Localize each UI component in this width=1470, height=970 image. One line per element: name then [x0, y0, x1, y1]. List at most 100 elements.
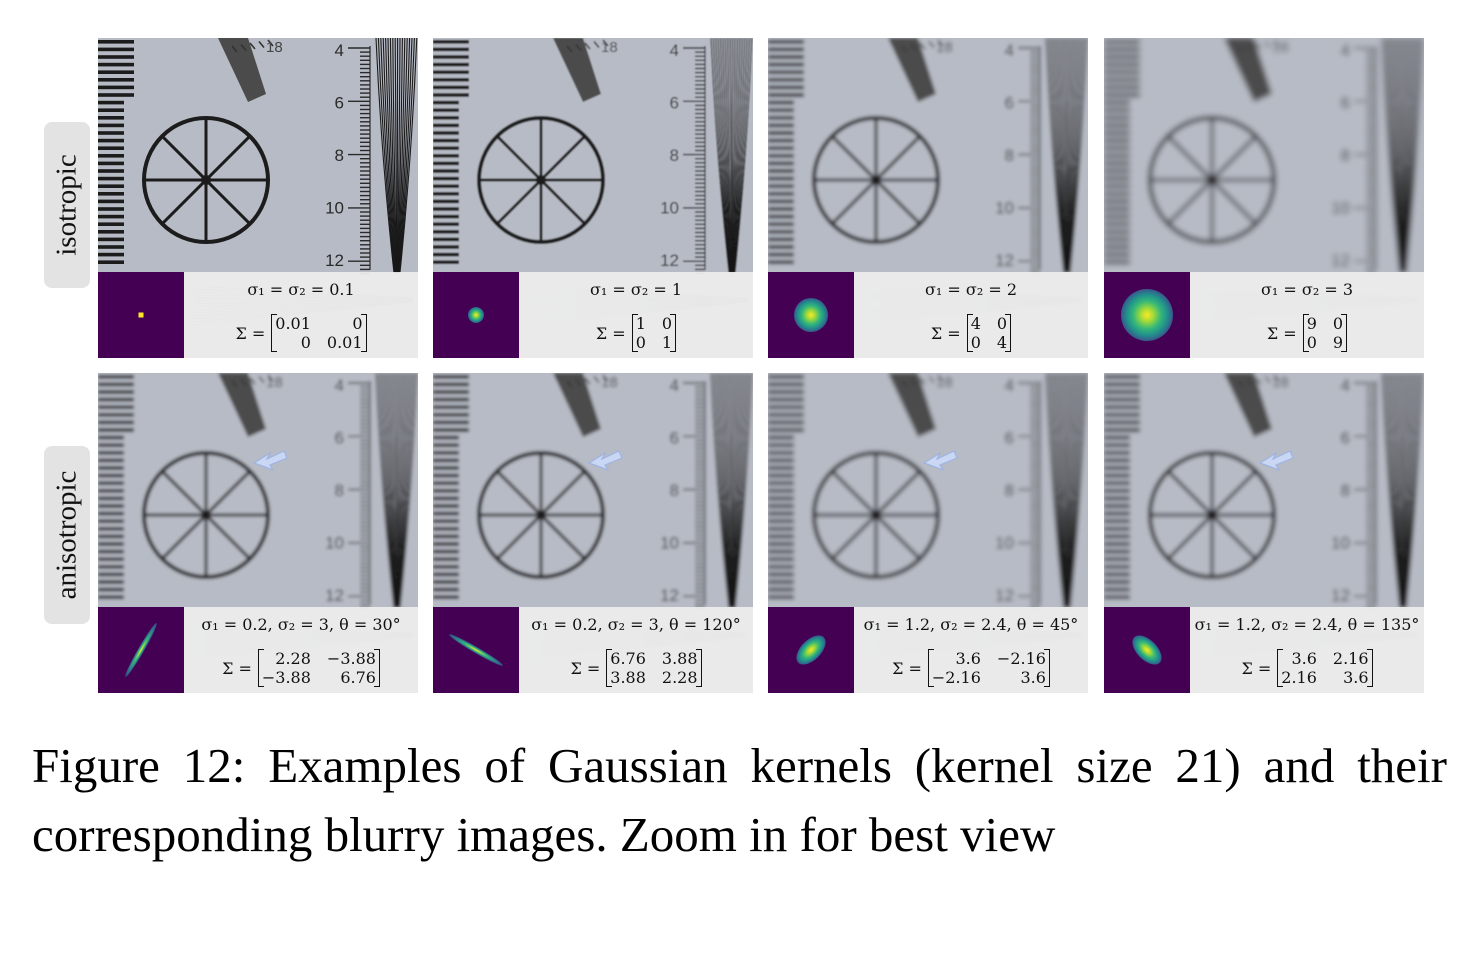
dial-tick — [1264, 375, 1271, 384]
resolution-bar — [433, 420, 469, 425]
scale-number: 12 — [660, 586, 679, 605]
matrix-entry: 9 — [1306, 314, 1317, 333]
fan-line — [397, 38, 403, 274]
resolution-bar — [98, 55, 134, 59]
fan-line — [1381, 373, 1401, 609]
kernel-image — [1104, 272, 1190, 358]
kernel-blob — [1121, 289, 1173, 341]
fan-line — [1398, 373, 1403, 609]
dial-tick — [928, 375, 935, 384]
resolution-bar — [98, 587, 124, 592]
resolution-bar — [768, 70, 804, 74]
resolution-bar — [1104, 131, 1130, 135]
resolution-bar — [433, 405, 469, 409]
matrix-entry: 6.76 — [340, 668, 376, 687]
covariance-label: Σ = — [930, 323, 961, 343]
fan-line — [1068, 38, 1078, 274]
fan-line — [1068, 38, 1081, 274]
resolution-bar — [768, 154, 794, 158]
scale-number: 12 — [325, 586, 344, 605]
fan-line — [389, 373, 397, 609]
resolution-bar — [433, 466, 459, 470]
fan-line — [733, 373, 748, 609]
kernel-info: σ₁ = 1.2, σ₂ = 2.4, θ = 45° Σ = 3.6 −2.1… — [854, 607, 1088, 693]
resolution-bar — [98, 580, 124, 584]
resolution-bar — [98, 169, 124, 173]
covariance-equation: Σ = 4 0 0 4 — [854, 314, 1088, 352]
resolution-bar — [1104, 70, 1140, 74]
fan-line — [1067, 373, 1073, 609]
fan-line — [1388, 373, 1402, 609]
matrix-entry: 3.6 — [1291, 649, 1317, 668]
resolution-bar — [98, 62, 134, 67]
scale-number: 8 — [335, 146, 344, 165]
dial-tick — [937, 374, 944, 382]
resolution-bar — [1104, 496, 1130, 501]
scale-number: 10 — [995, 534, 1014, 553]
resolution-bar — [433, 161, 459, 166]
fan-line — [399, 38, 415, 274]
resolution-bar — [433, 519, 459, 523]
covariance-matrix: 4 0 0 4 — [966, 314, 1012, 352]
fan-line — [1057, 373, 1067, 609]
dial-tick — [240, 378, 247, 387]
resolution-bar — [768, 40, 804, 44]
resolution-bar — [768, 375, 804, 379]
figure: isotropic anisotropic 18 4 6 8 10 12 σ₁ = σ₂ … — [44, 38, 1424, 693]
fan-line — [727, 38, 732, 274]
dial-number: 18 — [601, 374, 618, 391]
resolution-bar — [768, 100, 794, 105]
resolution-bar — [433, 428, 469, 432]
fan-line — [734, 373, 750, 609]
matrix-entry: 2.28 — [661, 668, 698, 687]
resolution-bar — [98, 260, 124, 264]
resolution-bar — [433, 375, 469, 379]
resolution-bar — [1104, 466, 1130, 470]
covariance-matrix: 0.01 0 0 0.01 — [271, 314, 367, 352]
fan-line — [1383, 38, 1401, 274]
fan-line — [1403, 38, 1412, 274]
wheel-hub — [1207, 510, 1217, 520]
resolution-bar — [1104, 435, 1130, 440]
resolution-bar — [768, 511, 794, 516]
resolution-bar — [98, 199, 124, 204]
resolution-bar — [433, 199, 459, 204]
resolution-bar — [768, 176, 794, 181]
matrix-entry: 3.6 — [1020, 668, 1046, 687]
scale-number: 6 — [1005, 94, 1014, 113]
resolution-bar — [433, 252, 459, 257]
kernel-params: σ₁ = 1.2, σ₂ = 2.4, θ = 45° — [863, 615, 1079, 634]
covariance-matrix: 9 0 0 9 — [1302, 314, 1348, 352]
resolution-bar — [433, 176, 459, 181]
matrix-entry: −3.88 — [326, 649, 376, 668]
scale-number: 4 — [335, 41, 344, 60]
resolution-bar — [98, 557, 124, 561]
resolution-bar — [1104, 519, 1130, 523]
resolution-bar — [768, 78, 804, 82]
resolution-bar — [98, 481, 124, 485]
resolution-bar — [768, 443, 794, 447]
resolution-bar — [768, 420, 804, 425]
resolution-bar — [433, 496, 459, 501]
resolution-bar — [768, 466, 794, 470]
resolution-bar — [433, 549, 459, 554]
kernel-params: σ₁ = 0.2, σ₂ = 3, θ = 120° — [531, 615, 741, 634]
fan-line — [732, 38, 741, 274]
panel-anisotropic-1: 18 4 6 8 10 12 σ₁ = 0.2, σ₂ = 3, θ = 30° Σ = … — [98, 373, 418, 693]
scale-number: 4 — [1005, 41, 1014, 60]
scale-number: 6 — [1341, 94, 1350, 113]
resolution-bar — [1104, 146, 1130, 150]
resolution-bar — [768, 390, 804, 394]
fan-line — [1066, 38, 1071, 274]
resolution-bar — [768, 382, 804, 387]
resolution-bar — [1104, 161, 1130, 166]
resolution-bar — [768, 580, 794, 584]
matrix-entry: 3.88 — [610, 668, 646, 687]
resolution-bar — [768, 85, 804, 90]
fan-line — [712, 373, 730, 609]
fan-line — [733, 38, 748, 274]
fan-line — [1068, 373, 1078, 609]
resolution-bar — [768, 587, 794, 592]
resolution-bar — [768, 138, 794, 143]
fan-line — [382, 38, 396, 274]
